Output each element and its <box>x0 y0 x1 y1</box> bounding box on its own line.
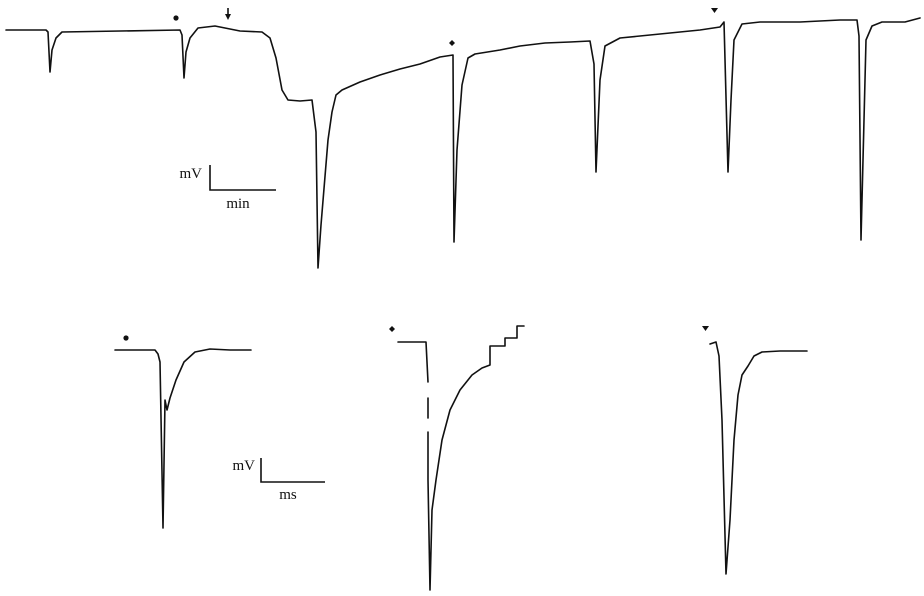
bottom-trace-diamond <box>397 325 525 591</box>
diamond-marker-top <box>449 40 455 46</box>
triangle-marker-top <box>711 8 718 13</box>
bottom-trace-triangle <box>709 341 808 575</box>
triangle-marker-bottom <box>702 326 709 331</box>
scale-x-label-bottom: ms <box>279 487 297 503</box>
scale-bar-top: mV min <box>180 165 276 212</box>
top-trace <box>5 17 921 269</box>
bottom-trace-dot <box>114 348 252 529</box>
down-arrow-icon <box>225 8 231 20</box>
scale-x-label-top: min <box>226 196 250 212</box>
dot-marker-top <box>173 15 179 21</box>
scale-bar-bottom: mV ms <box>233 458 325 503</box>
dot-marker-bottom <box>123 335 129 341</box>
scale-y-label-bottom: mV <box>233 458 256 474</box>
scale-y-label-top: mV <box>180 166 203 182</box>
diamond-marker-bottom <box>389 326 395 332</box>
